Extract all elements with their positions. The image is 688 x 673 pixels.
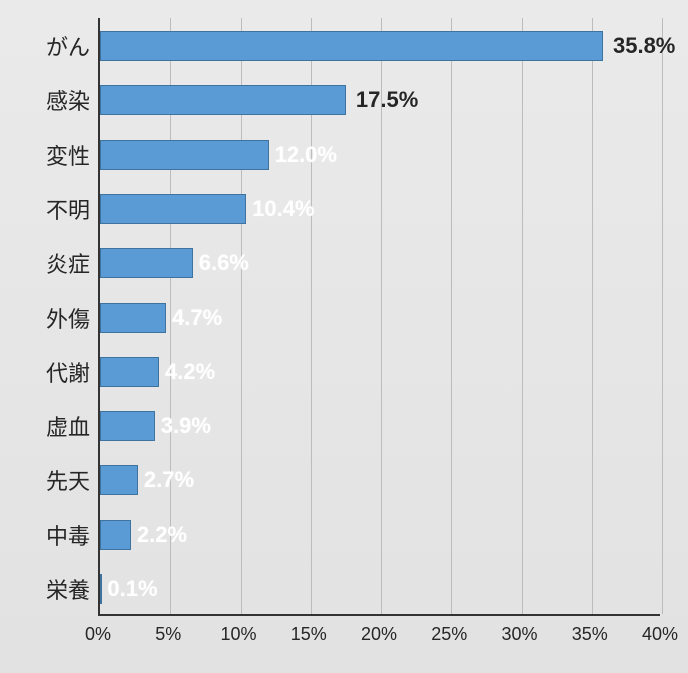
- category-label: 炎症: [10, 247, 90, 279]
- bar-value-label: 2.2%: [137, 522, 656, 548]
- bar-row: 17.5%: [100, 85, 662, 115]
- bar-value-label: 2.7%: [144, 467, 656, 493]
- bar-value-label: 17.5%: [356, 87, 418, 113]
- bar-value-label: 4.7%: [172, 305, 656, 331]
- bar-row: 0.1%: [100, 574, 662, 604]
- category-label: 先天: [10, 464, 90, 496]
- bar: [100, 465, 138, 495]
- x-tick-label: 25%: [431, 624, 467, 645]
- bar-row: 3.9%: [100, 411, 662, 441]
- category-label: 不明: [10, 193, 90, 225]
- bar-row: 12.0%: [100, 140, 662, 170]
- bar-value-label: 10.4%: [252, 196, 656, 222]
- category-label: 虚血: [10, 410, 90, 442]
- category-label: 代謝: [10, 356, 90, 388]
- bar-value-label: 0.1%: [107, 576, 656, 602]
- bar: [100, 357, 159, 387]
- category-label: 栄養: [10, 573, 90, 605]
- bar-value-label: 6.6%: [199, 250, 656, 276]
- bar-value-label: 4.2%: [165, 359, 656, 385]
- plot-area: 35.8% 17.5% 12.0% 10.4% 6.6% 4.7% 4.2% 3.9% 2.7%…: [98, 18, 660, 616]
- x-tick-label: 5%: [155, 624, 181, 645]
- x-tick-label: 0%: [85, 624, 111, 645]
- bar: [100, 411, 155, 441]
- category-label: がん: [10, 30, 90, 62]
- bar-value-label: 35.8%: [613, 33, 675, 59]
- bar-row: 10.4%: [100, 194, 662, 224]
- bar: [100, 574, 102, 604]
- category-label: 変性: [10, 139, 90, 171]
- category-label: 外傷: [10, 302, 90, 334]
- bar-value-label: 3.9%: [161, 413, 656, 439]
- x-tick-label: 10%: [220, 624, 256, 645]
- gridline: [662, 18, 663, 614]
- bar: [100, 31, 603, 61]
- bar: [100, 303, 166, 333]
- bar-row: 35.8%: [100, 31, 662, 61]
- bar: [100, 520, 131, 550]
- category-label: 中毒: [10, 519, 90, 551]
- x-tick-label: 35%: [572, 624, 608, 645]
- bar: [100, 140, 269, 170]
- bar: [100, 194, 246, 224]
- bar-row: 4.7%: [100, 303, 662, 333]
- bar-value-label: 12.0%: [275, 142, 656, 168]
- category-label: 感染: [10, 84, 90, 116]
- bar-row: 6.6%: [100, 248, 662, 278]
- bar: [100, 85, 346, 115]
- bar-row: 2.2%: [100, 520, 662, 550]
- x-tick-label: 40%: [642, 624, 678, 645]
- bar: [100, 248, 193, 278]
- x-tick-label: 20%: [361, 624, 397, 645]
- x-tick-label: 15%: [291, 624, 327, 645]
- x-tick-label: 30%: [501, 624, 537, 645]
- bar-row: 4.2%: [100, 357, 662, 387]
- bar-row: 2.7%: [100, 465, 662, 495]
- chart-container: 35.8% 17.5% 12.0% 10.4% 6.6% 4.7% 4.2% 3.9% 2.7%…: [0, 0, 688, 673]
